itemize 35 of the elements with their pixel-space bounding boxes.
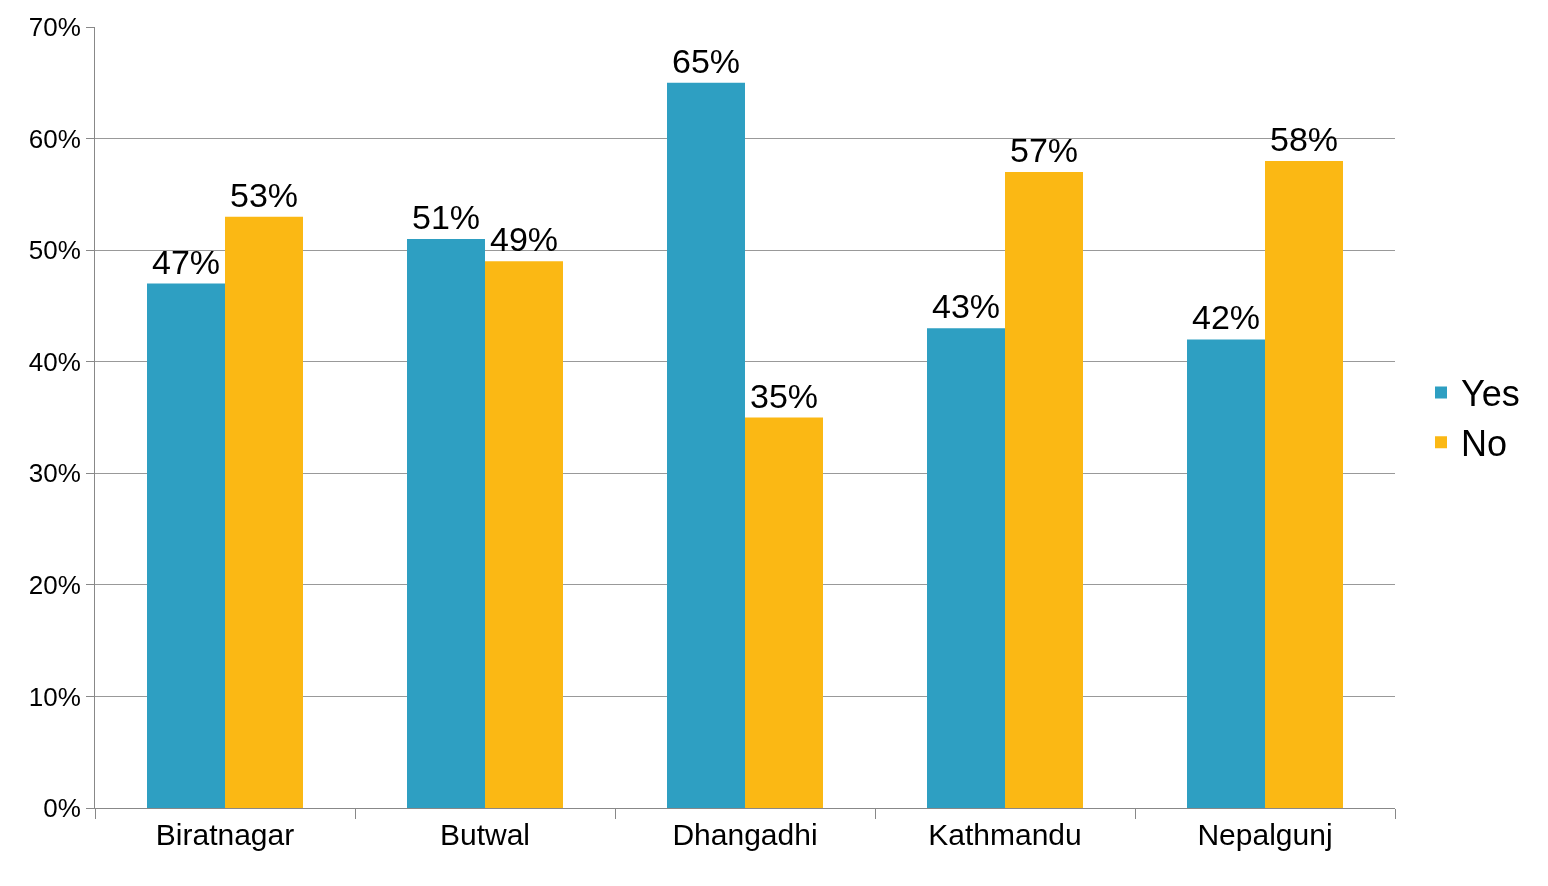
y-tick-label: 40% [28, 346, 81, 377]
data-label: 57% [1009, 131, 1079, 170]
y-tick-label: 0% [43, 793, 81, 824]
x-tick-label: Butwal [439, 818, 531, 851]
y-tick-label: 50% [28, 235, 81, 266]
legend-label: Yes [1461, 373, 1520, 415]
data-label: 43% [931, 287, 1001, 326]
bar [927, 328, 1005, 808]
y-tick-label: 30% [28, 458, 81, 489]
bar [1005, 172, 1083, 808]
data-label: 51% [411, 197, 481, 236]
bar [1187, 339, 1265, 808]
x-tick-label: Nepalgunj [1197, 818, 1333, 851]
data-label: 65% [671, 41, 741, 80]
bar [667, 82, 745, 808]
data-label: 35% [749, 376, 819, 415]
bar [1265, 160, 1343, 808]
bar [147, 283, 225, 808]
data-label: 58% [1269, 119, 1339, 158]
data-label: 47% [151, 242, 221, 281]
bar [225, 216, 303, 808]
x-tick-label: Kathmandu [928, 818, 1082, 851]
y-tick-label: 60% [28, 123, 81, 154]
x-tick-label: Biratnagar [155, 818, 295, 851]
legend-label: No [1461, 423, 1508, 465]
data-label: 49% [489, 220, 559, 259]
x-tick-label: Dhangadhi [672, 818, 818, 851]
y-tick-label: 10% [28, 681, 81, 712]
data-label: 53% [229, 175, 299, 214]
data-label: 42% [1191, 298, 1261, 337]
y-tick-label: 70% [28, 12, 81, 43]
y-tick-label: 20% [28, 569, 81, 600]
bar [745, 417, 823, 808]
bar [485, 261, 563, 808]
bar [407, 238, 485, 808]
